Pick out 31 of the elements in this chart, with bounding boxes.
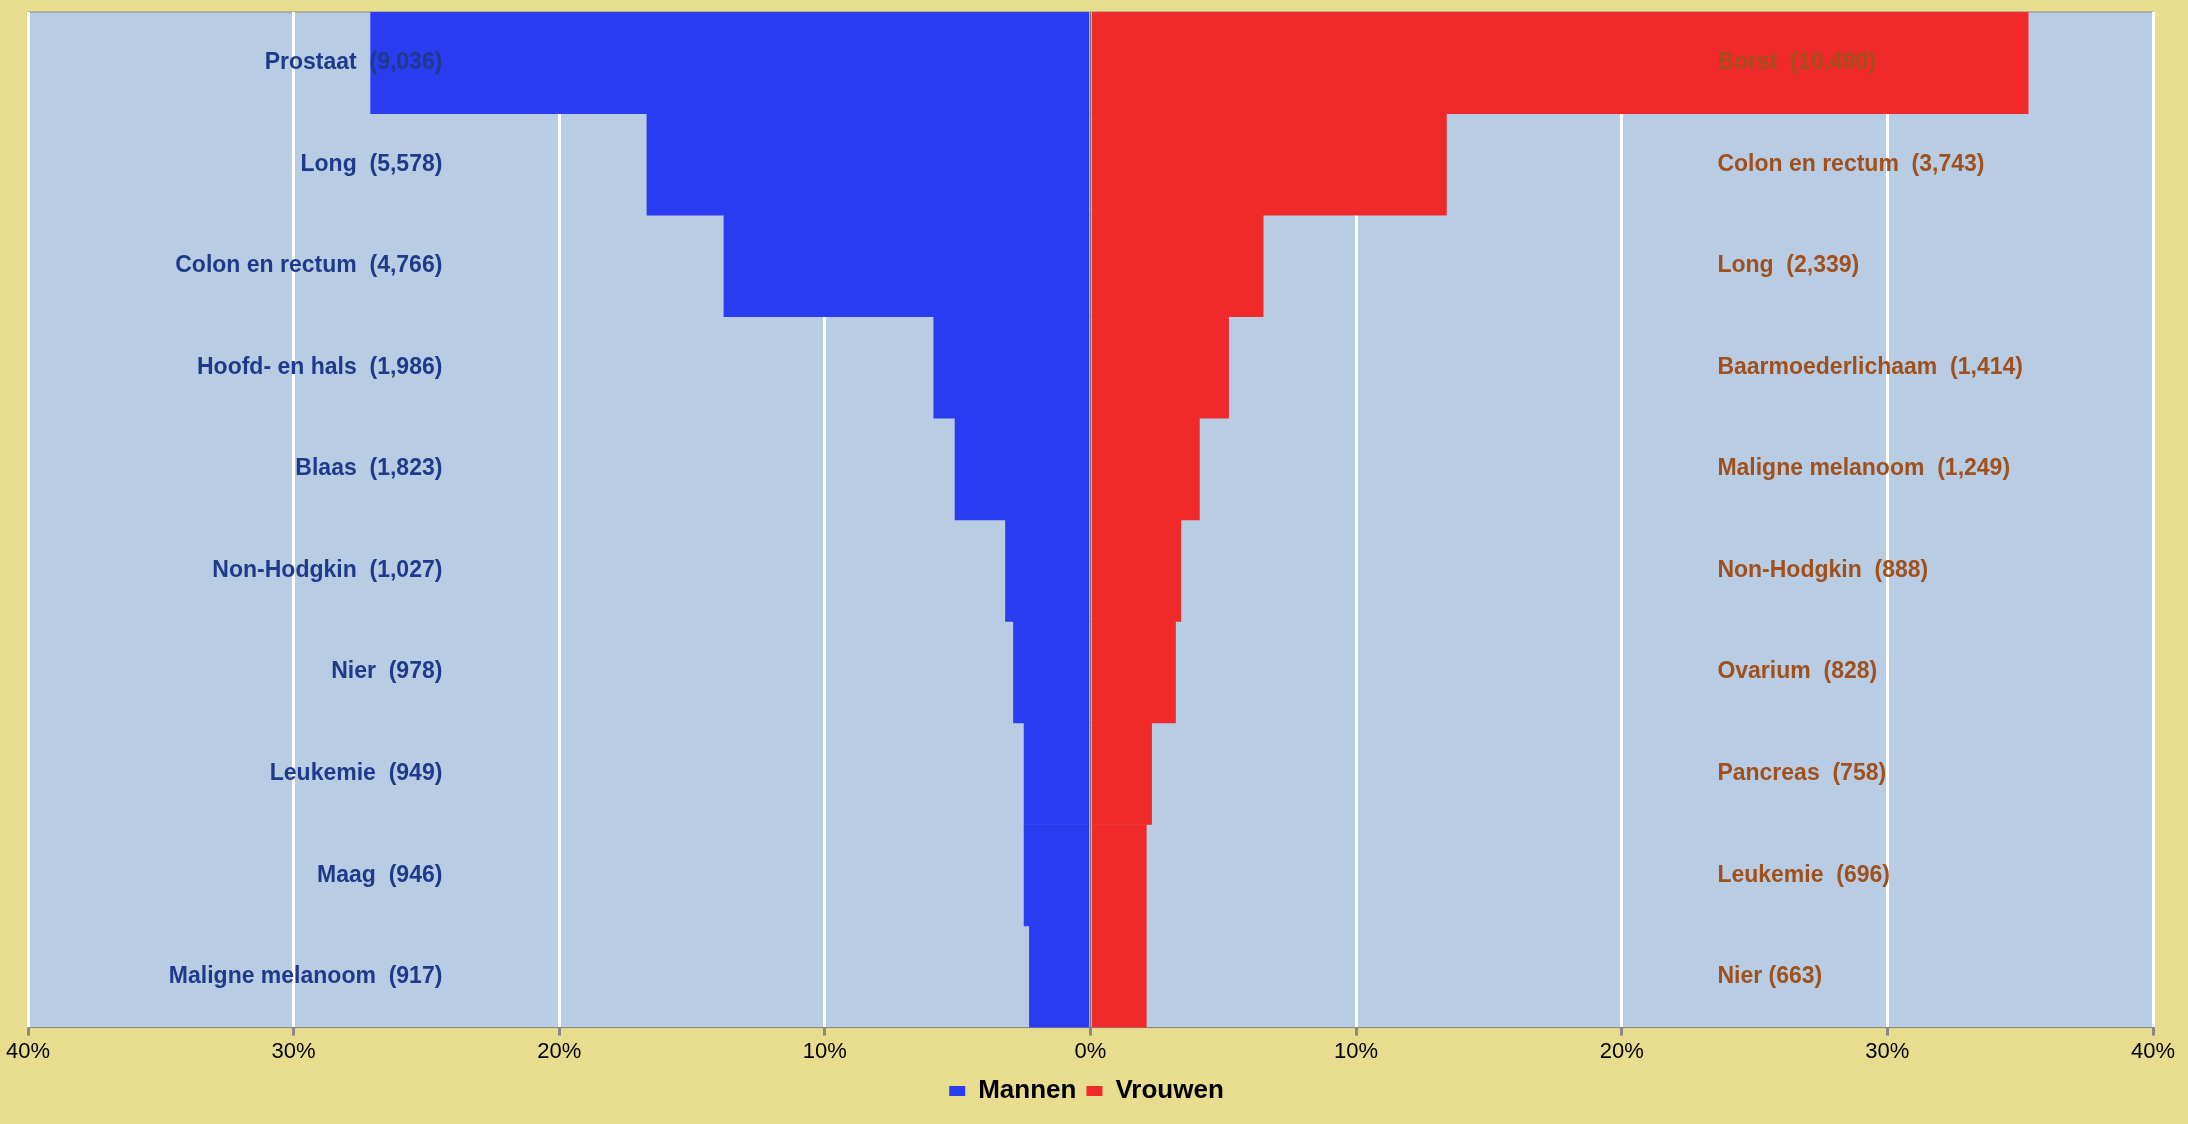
y-tick-label: Hoofd- en hals (1,986) (197, 352, 443, 379)
x-tick-label: 10% (802, 1037, 847, 1063)
y2-tick-label: Colon en rectum (3,743) (1717, 149, 1985, 176)
x-tick-label: 30% (271, 1037, 316, 1063)
y2-tick-label: Leukemie (696) (1717, 860, 1890, 887)
y-tick-label: Long (5,578) (300, 149, 443, 176)
y2-tick-label: Nier (663) (1717, 962, 1823, 989)
y-tick-label: Leukemie (949) (269, 759, 443, 786)
y2-tick-label: Borst (10,490) (1717, 48, 1876, 75)
y-tick-label: Maligne melanoom (917) (168, 962, 443, 989)
y2-tick-label: Pancreas (758) (1717, 759, 1887, 786)
y-tick-label: Maag (946) (317, 860, 443, 887)
y2-tick-label: Maligne melanoom (1,249) (1717, 454, 2011, 481)
y2-tick-label: Non-Hodgkin (888) (1717, 555, 1929, 582)
y-tick-label: Prostaat (9,036) (264, 48, 443, 75)
y-tick-label: Non-Hodgkin (1,027) (212, 555, 443, 582)
y2-tick-label: Baarmoederlichaam (1,414) (1717, 352, 2023, 379)
legend-label: Mannen (978, 1074, 1077, 1105)
x-tick-label: 40% (5, 1037, 51, 1063)
x-tick-label: 40% (2130, 1037, 2176, 1063)
y2-tick-label: Long (2,339) (1717, 251, 1860, 278)
x-tick-label: 20% (537, 1037, 582, 1063)
x-tick-label: 0% (1074, 1037, 1107, 1063)
y-tick-label: Colon en rectum (4,766) (175, 251, 443, 278)
y-tick-label: Nier (978) (331, 657, 443, 684)
legend-label: Vrouwen (1115, 1074, 1224, 1105)
x-tick-label: 20% (1599, 1037, 1644, 1063)
y-tick-label: Blaas (1,823) (295, 454, 443, 481)
y2-tick-label: Ovarium (828) (1717, 657, 1878, 684)
x-tick-label: 10% (1334, 1037, 1379, 1063)
x-tick-label: 30% (1865, 1037, 1910, 1063)
